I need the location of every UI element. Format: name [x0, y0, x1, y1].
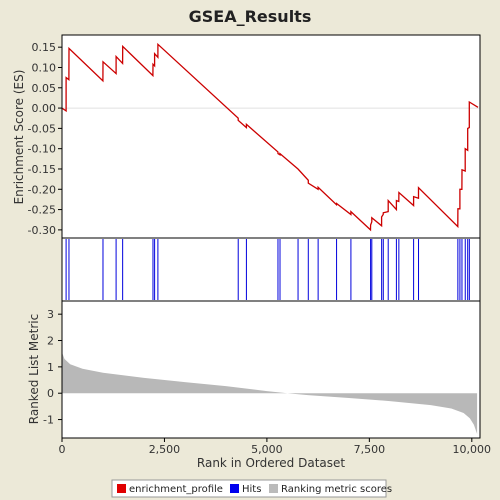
xtick-label: 5,000 — [251, 443, 283, 456]
es-ytick-label: -0.15 — [28, 163, 56, 176]
es-y-ticks: 0.15 0.10 0.05 0.00 -0.05 -0.10 -0.15 -0.20 -0.2… — [28, 41, 62, 237]
es-ytick-label: -0.25 — [28, 204, 56, 217]
legend-swatch-hits — [230, 484, 239, 493]
rank-frame — [61, 300, 481, 439]
es-ytick-label: 0.05 — [32, 82, 57, 95]
legend: enrichment_profile Hits Ranking metric s… — [111, 479, 392, 498]
rank-ylabel: Ranked List Metric — [27, 314, 41, 424]
rank-ytick-label: 1 — [47, 361, 54, 374]
es-plot-area — [62, 35, 480, 238]
ranking-metric-area — [62, 352, 478, 434]
es-ytick-label: 0.15 — [32, 41, 57, 54]
es-ytick-label: 0.10 — [32, 61, 57, 74]
chart-title: GSEA_Results — [189, 7, 312, 26]
rank-ytick-label: 3 — [47, 308, 54, 321]
hits-bars — [65, 239, 470, 300]
rank-plot-area — [62, 301, 480, 438]
x-ticks: 0 2,500 5,000 7,500 10,000 — [59, 438, 492, 456]
legend-label-enrichment: enrichment_profile — [129, 484, 223, 495]
rank-ytick-label: -1 — [43, 414, 54, 427]
legend-label-hits: Hits — [242, 484, 261, 495]
es-ylabel: Enrichment Score (ES) — [12, 70, 26, 205]
enrichment-profile-line — [61, 42, 479, 232]
legend-swatch-ranking — [269, 484, 278, 493]
rank-ytick-label: 0 — [47, 387, 54, 400]
es-ytick-label: -0.10 — [28, 143, 56, 156]
x-axis-label: Rank in Ordered Dataset — [197, 456, 345, 470]
hits-plot-area — [62, 238, 480, 301]
legend-box — [111, 479, 387, 498]
xtick-label: 7,500 — [354, 443, 386, 456]
ranking-metric-fill — [62, 352, 478, 434]
es-ytick-label: 0.00 — [32, 102, 57, 115]
legend-swatch-enrichment — [117, 484, 126, 493]
rank-ytick-label: 2 — [47, 335, 54, 348]
es-ytick-label: -0.30 — [28, 224, 56, 237]
es-ytick-label: -0.20 — [28, 183, 56, 196]
xtick-label: 2,500 — [149, 443, 181, 456]
es-ytick-label: -0.05 — [28, 122, 56, 135]
legend-label-ranking: Ranking metric scores — [281, 484, 392, 495]
xtick-label: 10,000 — [453, 443, 492, 456]
xtick-label: 0 — [59, 443, 66, 456]
enrichment-profile — [61, 42, 479, 232]
rank-y-ticks: 3 2 1 0 -1 — [43, 308, 62, 427]
